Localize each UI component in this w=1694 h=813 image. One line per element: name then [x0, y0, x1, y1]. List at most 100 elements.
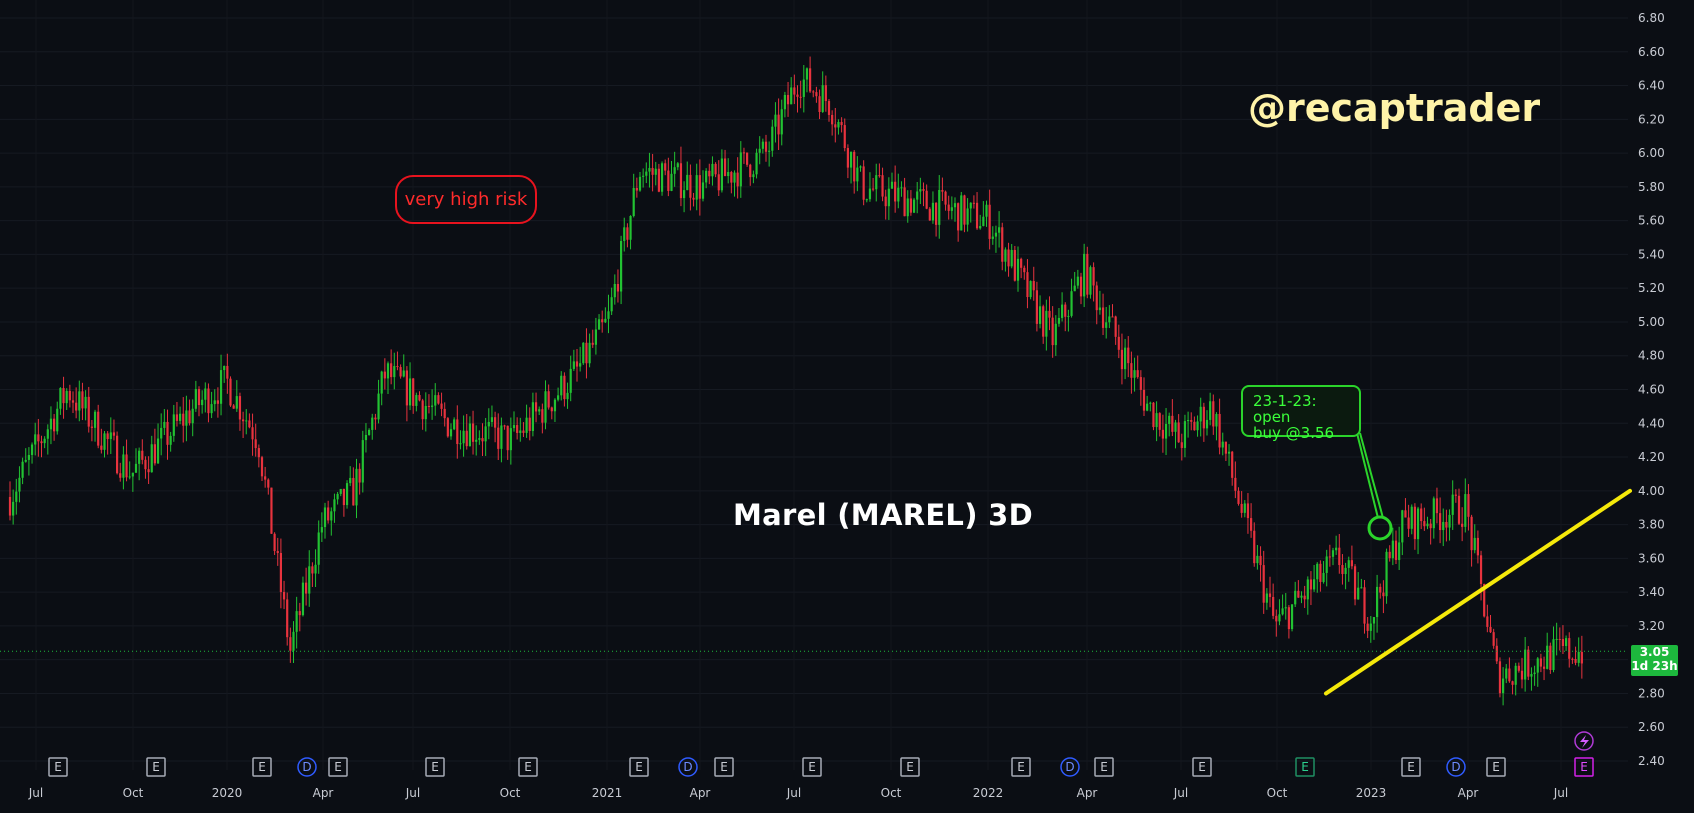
candle-body — [1448, 514, 1451, 528]
candle-body — [380, 371, 383, 394]
candle-body — [424, 405, 427, 420]
candle-series — [8, 56, 1583, 706]
candle-body — [1124, 347, 1127, 370]
y-tick-label: 4.40 — [1638, 416, 1665, 430]
candle-body — [166, 421, 169, 445]
candle-body — [242, 419, 245, 422]
candle-body — [1385, 551, 1388, 597]
candle-body — [1146, 403, 1149, 411]
candle-body — [204, 388, 207, 400]
last-price-tag: 3.05 1d 23h — [1631, 645, 1678, 676]
trendline[interactable] — [1324, 488, 1632, 696]
candle-body — [1032, 281, 1035, 291]
candle-body — [1416, 508, 1420, 540]
candle-body — [1565, 638, 1568, 647]
candle-body — [705, 170, 708, 183]
x-tick-label: Apr — [1458, 786, 1479, 800]
candle-body — [1076, 276, 1079, 286]
earnings-marker — [1295, 757, 1315, 777]
time-axis[interactable]: Jul Oct 2020 Apr Jul Oct 2021 Apr Jul Oct 2022 Apr J… — [28, 786, 1568, 800]
y-tick-label: 5.40 — [1638, 247, 1665, 261]
candle-body — [1202, 406, 1205, 429]
candle-body — [821, 85, 824, 113]
candle-body — [1278, 614, 1281, 622]
candle-body — [1309, 579, 1313, 590]
dividend-marker-label: D — [1451, 760, 1460, 774]
earnings-marker — [1094, 757, 1114, 777]
candle-body — [689, 174, 692, 198]
candle-body — [575, 361, 579, 367]
candle-body — [1070, 291, 1073, 316]
candle-body — [345, 483, 349, 506]
candle-body — [216, 400, 219, 404]
candle-body — [355, 468, 358, 506]
candle-body — [1439, 513, 1442, 531]
candle-body — [462, 430, 465, 444]
candle-body — [1341, 565, 1344, 575]
candle-body — [1253, 530, 1256, 564]
candle-body — [931, 202, 935, 221]
candle-body — [912, 199, 916, 213]
candle-body — [1464, 494, 1467, 527]
candle-body — [579, 363, 582, 367]
candle-body — [317, 532, 320, 565]
candle-body — [654, 168, 657, 175]
candle-body — [1130, 363, 1133, 378]
candle-body — [1319, 563, 1322, 582]
candle-body — [1095, 285, 1098, 311]
candle-body — [478, 438, 481, 440]
candle-body — [645, 171, 648, 176]
x-tick-label: 2020 — [212, 786, 243, 800]
candle-body — [919, 189, 922, 192]
candle-body — [591, 342, 594, 345]
candle-body — [219, 370, 223, 404]
x-tick-label: Jul — [786, 786, 801, 800]
candle-body — [229, 378, 232, 406]
x-tick-label: Jul — [1553, 786, 1568, 800]
candle-body — [727, 172, 730, 177]
candle-body — [342, 488, 345, 506]
candle-body — [1461, 523, 1464, 527]
candle-body — [616, 283, 620, 292]
candle-body — [179, 413, 182, 421]
candle-body — [818, 96, 821, 113]
x-tick-label: Apr — [690, 786, 711, 800]
candle-body — [289, 637, 292, 651]
candle-body — [812, 91, 815, 93]
candle-body — [1435, 498, 1439, 514]
candle-body — [1209, 401, 1212, 420]
candle-body — [1502, 678, 1505, 694]
candle-body — [349, 477, 352, 484]
candle-body — [667, 170, 670, 191]
candle-body — [386, 363, 390, 379]
candle-body — [802, 79, 805, 97]
candle-body — [588, 342, 591, 364]
candle-body — [585, 342, 588, 364]
candle-body — [1013, 249, 1016, 281]
candle-body — [1035, 290, 1038, 324]
y-tick-label: 2.80 — [1638, 686, 1665, 700]
candle-body — [1171, 415, 1174, 432]
candle-body — [922, 189, 925, 191]
candle-body — [720, 158, 723, 191]
y-tick-label: 5.20 — [1638, 281, 1665, 295]
candle-body — [1010, 249, 1013, 267]
candle-body — [500, 425, 503, 449]
candle-body — [960, 195, 963, 231]
candle-body — [270, 487, 273, 534]
candle-body — [831, 114, 834, 125]
candle-body — [1256, 555, 1259, 564]
candle-body — [840, 121, 843, 126]
candle-body — [786, 94, 790, 105]
x-tick-label: Jul — [28, 786, 43, 800]
candle-body — [497, 427, 500, 449]
candle-body — [519, 430, 522, 433]
candle-body — [226, 365, 229, 379]
candle-body — [408, 378, 412, 406]
earnings-marker-label: E — [906, 760, 914, 774]
candle-body — [1316, 563, 1319, 580]
candle-body — [352, 477, 355, 506]
candle-body — [544, 391, 547, 423]
